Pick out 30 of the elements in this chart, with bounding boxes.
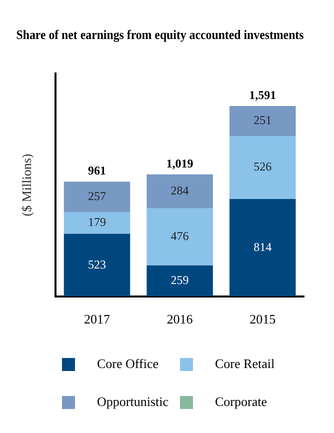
data-label: 251	[254, 113, 272, 128]
bar	[229, 106, 296, 136]
bar	[229, 136, 296, 199]
data-label: 526	[254, 160, 272, 174]
data-label: 284	[170, 184, 189, 198]
data-label: 814	[254, 240, 272, 254]
legend-label: Core Retail	[215, 356, 275, 372]
x-tick-label: 2016	[166, 312, 194, 327]
chart-title: Share of net earnings from equity accounted investments	[16, 28, 304, 42]
legend-label: Core Office	[97, 356, 158, 372]
data-label: 259	[170, 273, 189, 288]
bar	[64, 182, 130, 212]
data-label: 179	[88, 215, 106, 230]
bar	[146, 208, 213, 266]
x-tick-label: 2015	[250, 312, 276, 327]
bar	[64, 234, 130, 296]
total-label: 961	[88, 164, 106, 178]
total-label: 1,019	[166, 156, 194, 171]
data-label: 257	[88, 189, 106, 204]
legend-label: Corporate	[215, 394, 267, 410]
bar	[146, 265, 213, 296]
x-tick-label: 2017	[84, 312, 110, 327]
legend-label: Opportunistic	[97, 394, 168, 410]
data-label: 523	[88, 257, 106, 272]
bar	[229, 198, 296, 296]
y-axis-title: ($ Millions)	[19, 154, 34, 216]
bar	[64, 212, 130, 234]
data-label: 476	[170, 229, 189, 244]
total-label: 1,591	[249, 88, 276, 102]
bar	[146, 174, 213, 208]
